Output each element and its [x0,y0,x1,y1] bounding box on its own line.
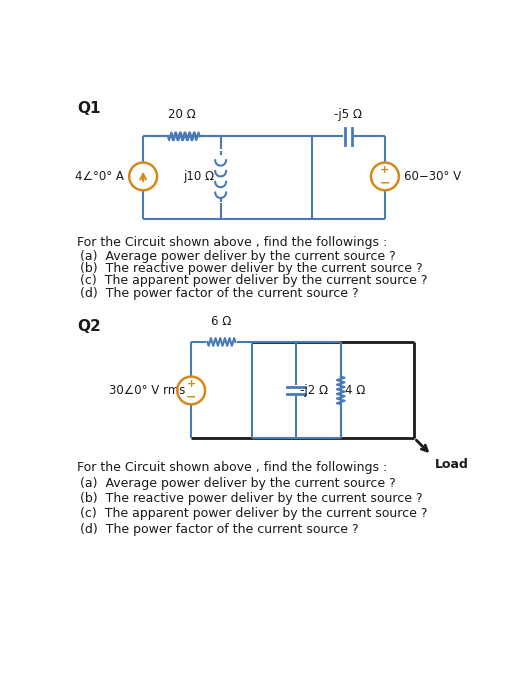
Text: 60−30° V: 60−30° V [404,170,461,183]
Text: 6 Ω: 6 Ω [211,315,232,328]
Text: 4 Ω: 4 Ω [345,384,366,397]
Text: Q2: Q2 [77,319,101,334]
Text: (d)  The power factor of the current source ?: (d) The power factor of the current sour… [80,286,358,300]
Text: (a)  Average power deliver by the current source ?: (a) Average power deliver by the current… [80,477,395,490]
Text: 30∠0° V rms: 30∠0° V rms [109,384,185,397]
Text: −: − [186,391,196,404]
Text: 4∠°0° A: 4∠°0° A [75,170,124,183]
Text: (d)  The power factor of the current source ?: (d) The power factor of the current sour… [80,523,358,536]
Text: Load: Load [435,458,468,471]
Text: (c)  The apparent power deliver by the current source ?: (c) The apparent power deliver by the cu… [80,274,427,287]
Text: j10 Ω: j10 Ω [183,170,214,183]
Text: (a)  Average power deliver by the current source ?: (a) Average power deliver by the current… [80,250,395,262]
Text: For the Circuit shown above , find the followings :: For the Circuit shown above , find the f… [77,236,387,248]
Text: (c)  The apparent power deliver by the current source ?: (c) The apparent power deliver by the cu… [80,508,427,521]
Text: 20 Ω: 20 Ω [168,108,196,121]
Text: -j5 Ω: -j5 Ω [334,108,362,121]
Text: (b)  The reactive power deliver by the current source ?: (b) The reactive power deliver by the cu… [80,262,422,275]
Text: (b)  The reactive power deliver by the current source ?: (b) The reactive power deliver by the cu… [80,492,422,505]
Text: +: + [380,165,390,175]
Text: −: − [380,177,390,190]
Text: -j2 Ω: -j2 Ω [300,384,329,397]
Text: Q1: Q1 [77,101,101,116]
Text: For the Circuit shown above , find the followings :: For the Circuit shown above , find the f… [77,461,387,475]
Text: +: + [186,379,196,389]
